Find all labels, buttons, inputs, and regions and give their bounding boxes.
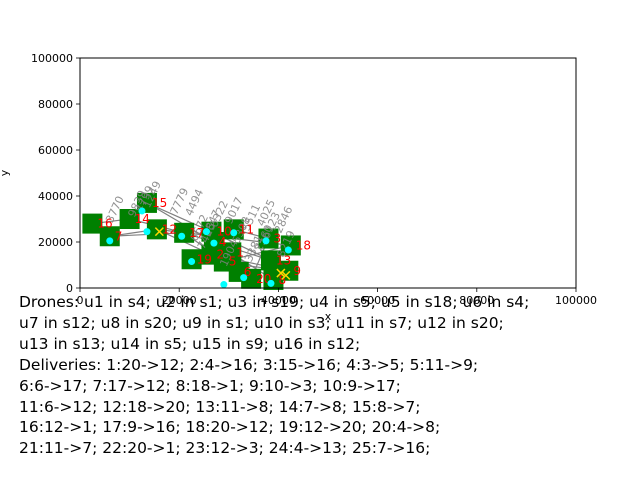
- station-label: 11: [239, 222, 254, 236]
- caption-line: 21:11->7; 22:20->1; 23:12->3; 24:4->13; …: [19, 439, 431, 458]
- station-label: 17: [189, 226, 204, 240]
- y-tick-label: 40000: [38, 190, 73, 203]
- drone-marker: [138, 207, 146, 215]
- timestamp-labels: 7779449447993770983912496322901755114025…: [103, 179, 298, 269]
- station-label: 18: [296, 238, 311, 252]
- station-label: 19: [197, 252, 212, 266]
- x-tick-label: 20000: [162, 294, 197, 307]
- caption-line: 6:6->17; 7:17->12; 8:18->1; 9:10->3; 10:…: [19, 376, 401, 395]
- drone-marker: [284, 246, 292, 254]
- drone-marker: [230, 229, 238, 237]
- station-label: 12: [162, 222, 177, 236]
- station-marker: [260, 250, 281, 271]
- station-label: 3: [273, 232, 281, 246]
- y-tick-label: 0: [66, 282, 73, 295]
- station-label: 5: [229, 255, 237, 269]
- y-tick-label: 100000: [31, 52, 73, 65]
- drone-marker: [106, 237, 114, 245]
- station-label: 8: [278, 273, 286, 287]
- x-tick-label: 100000: [555, 294, 597, 307]
- station-marker: [201, 221, 222, 242]
- x-tick-label: 80000: [459, 294, 494, 307]
- station-marker: [82, 213, 103, 234]
- drone-marker: [240, 274, 248, 282]
- drone-marker: [262, 237, 270, 245]
- plot-frame: [79, 57, 577, 289]
- caption-line: 16:12->1; 17:9->16; 18:20->12; 19:12->20…: [19, 418, 441, 437]
- highlight-marker: [154, 227, 164, 237]
- drone-marker: [188, 258, 196, 266]
- station-label: 15: [152, 196, 167, 210]
- caption-line: u7 in s12; u8 in s20; u9 in s1; u10 in s…: [19, 313, 504, 332]
- drone-marker: [267, 279, 275, 287]
- x-tick-label: 0: [77, 294, 84, 307]
- route-line: [146, 202, 212, 233]
- highlight-markers: [154, 227, 291, 280]
- station-label: 10: [216, 225, 231, 239]
- station-label: 13: [276, 253, 291, 267]
- drone-marker: [202, 228, 210, 236]
- highlight-marker: [281, 270, 291, 280]
- station-label: 1: [236, 245, 244, 259]
- drone-marker: [178, 232, 186, 240]
- station-label: 20: [256, 272, 271, 286]
- y-axis-ticks: 0 20000 40000 60000 80000 100000: [31, 52, 80, 295]
- x-axis-label: x: [325, 310, 332, 323]
- station-label: 7: [115, 229, 123, 243]
- caption-line: Deliveries: 1:20->12; 2:4->16; 3:15->16;…: [19, 355, 479, 374]
- station-label: 16: [97, 217, 112, 231]
- station-label: 6: [244, 265, 252, 279]
- y-tick-label: 20000: [38, 236, 73, 249]
- y-tick-label: 80000: [38, 98, 73, 111]
- y-axis-label: y: [0, 169, 11, 176]
- x-tick-label: 40000: [261, 294, 296, 307]
- station-label: 2: [216, 248, 224, 262]
- caption-line: 11:6->12; 12:18->20; 13:11->8; 14:7->8; …: [19, 397, 421, 416]
- x-axis-ticks: 0 20000 40000 60000 80000 100000: [77, 288, 597, 307]
- station-marker: [119, 209, 140, 229]
- caption-line: Drones: u1 in s4; u2 in s1; u3 in s19; u…: [19, 293, 530, 311]
- station-marker: [241, 268, 262, 289]
- drone-marker: [210, 239, 218, 247]
- x-tick-label: 60000: [360, 294, 395, 307]
- drone-marker: [143, 228, 151, 236]
- station-label: 9: [293, 264, 301, 278]
- highlight-marker: [276, 268, 286, 278]
- station-label: 4: [219, 235, 227, 249]
- drone-markers: [106, 207, 292, 289]
- caption: Drones: u1 in s4; u2 in s1; u3 in s19; u…: [19, 292, 634, 459]
- drone-marker: [220, 281, 228, 289]
- y-tick-label: 60000: [38, 144, 73, 157]
- station-label: 14: [135, 212, 150, 226]
- station-marker: [99, 226, 120, 247]
- caption-line: u13 in s13; u14 in s5; u15 in s9; u16 in…: [19, 334, 361, 353]
